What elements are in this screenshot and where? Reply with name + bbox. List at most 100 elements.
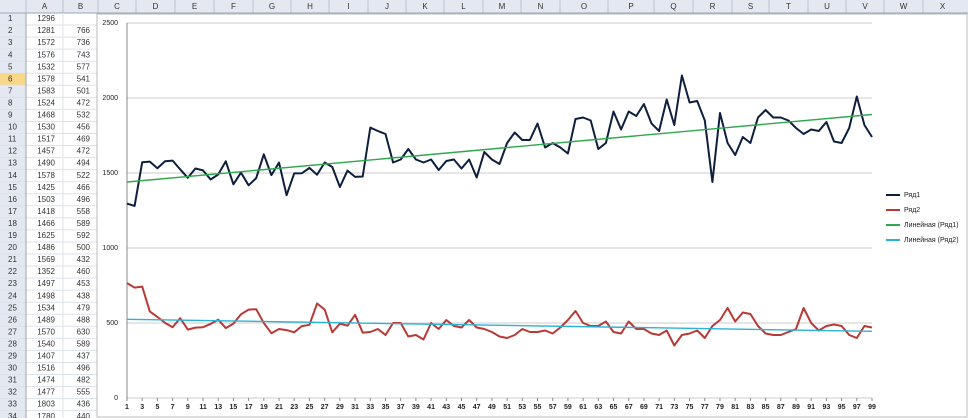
- cell-value[interactable]: 1407: [37, 352, 55, 361]
- row-number[interactable]: 27: [8, 327, 17, 336]
- row-number[interactable]: 7: [8, 86, 13, 95]
- row-number[interactable]: 5: [8, 62, 13, 71]
- column-header[interactable]: H: [307, 2, 313, 11]
- cell-value[interactable]: 1540: [37, 339, 55, 348]
- cell-value[interactable]: 630: [77, 327, 91, 336]
- cell-value[interactable]: 479: [77, 303, 91, 312]
- row-number[interactable]: 20: [8, 243, 17, 252]
- cell-value[interactable]: 1570: [37, 327, 55, 336]
- row-number[interactable]: 11: [8, 135, 17, 144]
- row-number[interactable]: 21: [8, 255, 17, 264]
- cell-value[interactable]: 589: [77, 219, 91, 228]
- cell-value[interactable]: 1803: [37, 400, 55, 409]
- row-number[interactable]: 17: [8, 207, 17, 216]
- cell-value[interactable]: 1524: [37, 98, 55, 107]
- cell-value[interactable]: 436: [77, 400, 91, 409]
- cell-value[interactable]: 766: [77, 26, 91, 35]
- cell-value[interactable]: 500: [77, 243, 91, 252]
- column-header[interactable]: A: [42, 2, 48, 11]
- cell-value[interactable]: 577: [77, 62, 91, 71]
- cell-value[interactable]: 494: [77, 159, 91, 168]
- row-number[interactable]: 9: [8, 111, 13, 120]
- cell-value[interactable]: 472: [77, 98, 91, 107]
- column-header[interactable]: C: [114, 2, 120, 11]
- row-number[interactable]: 18: [8, 219, 17, 228]
- cell-value[interactable]: 1466: [37, 219, 55, 228]
- row-number[interactable]: 33: [8, 400, 17, 409]
- cell-value[interactable]: 1578: [37, 171, 55, 180]
- chart-area[interactable]: [96, 13, 968, 418]
- cell-value[interactable]: 501: [77, 86, 91, 95]
- row-number[interactable]: 30: [8, 364, 17, 373]
- row-number[interactable]: 19: [8, 231, 17, 240]
- cell-value[interactable]: 1457: [37, 147, 55, 156]
- cell-value[interactable]: 1532: [37, 62, 55, 71]
- column-header[interactable]: D: [153, 2, 159, 11]
- column-header[interactable]: X: [940, 2, 946, 11]
- cell-value[interactable]: 558: [77, 207, 91, 216]
- row-number[interactable]: 2: [8, 26, 13, 35]
- column-header[interactable]: M: [499, 2, 506, 11]
- cell-value[interactable]: 1503: [37, 195, 55, 204]
- row-number[interactable]: 3: [8, 38, 13, 47]
- column-header[interactable]: K: [422, 2, 428, 11]
- row-number[interactable]: 25: [8, 303, 17, 312]
- column-header[interactable]: L: [461, 2, 466, 11]
- cell-value[interactable]: 1576: [37, 50, 55, 59]
- column-header[interactable]: F: [231, 2, 236, 11]
- cell-value[interactable]: 555: [77, 388, 91, 397]
- row-number[interactable]: 8: [8, 98, 13, 107]
- cell-value[interactable]: 1425: [37, 183, 55, 192]
- cell-value[interactable]: 482: [77, 376, 91, 385]
- row-number[interactable]: 23: [8, 279, 17, 288]
- column-header[interactable]: W: [900, 2, 908, 11]
- cell-value[interactable]: 1578: [37, 74, 55, 83]
- cell-value[interactable]: 456: [77, 123, 91, 132]
- cell-value[interactable]: 1477: [37, 388, 55, 397]
- row-number[interactable]: 24: [8, 291, 17, 300]
- row-number[interactable]: 4: [8, 50, 13, 59]
- cell-value[interactable]: 1517: [37, 135, 55, 144]
- cell-value[interactable]: 1534: [37, 303, 55, 312]
- row-number[interactable]: 14: [8, 171, 17, 180]
- column-header[interactable]: G: [269, 2, 275, 11]
- cell-value[interactable]: 1418: [37, 207, 55, 216]
- column-header[interactable]: E: [192, 2, 197, 11]
- cell-value[interactable]: 1468: [37, 111, 55, 120]
- cell-value[interactable]: 592: [77, 231, 91, 240]
- cell-value[interactable]: 1352: [37, 267, 55, 276]
- row-number[interactable]: 15: [8, 183, 17, 192]
- cell-value[interactable]: 1583: [37, 86, 55, 95]
- cell-value[interactable]: 466: [77, 183, 91, 192]
- cell-value[interactable]: 460: [77, 267, 91, 276]
- column-header[interactable]: B: [78, 2, 83, 11]
- cell-value[interactable]: 1486: [37, 243, 55, 252]
- cell-value[interactable]: 472: [77, 147, 91, 156]
- row-number[interactable]: 32: [8, 388, 17, 397]
- row-number[interactable]: 6: [8, 74, 13, 83]
- cell-value[interactable]: 541: [77, 74, 91, 83]
- cell-value[interactable]: 1474: [37, 376, 55, 385]
- column-header[interactable]: S: [748, 2, 753, 11]
- cell-value[interactable]: 496: [77, 195, 91, 204]
- column-header[interactable]: I: [347, 2, 349, 11]
- cell-value[interactable]: 589: [77, 339, 91, 348]
- row-number[interactable]: 16: [8, 195, 17, 204]
- cell-value[interactable]: 437: [77, 352, 91, 361]
- column-header[interactable]: V: [862, 2, 868, 11]
- cell-value[interactable]: 488: [77, 315, 91, 324]
- row-number[interactable]: 29: [8, 352, 17, 361]
- cell-value[interactable]: 522: [77, 171, 91, 180]
- column-header[interactable]: U: [824, 2, 830, 11]
- column-header[interactable]: R: [710, 2, 716, 11]
- row-number[interactable]: 10: [8, 123, 17, 132]
- row-number[interactable]: 31: [8, 376, 17, 385]
- column-header[interactable]: P: [628, 2, 633, 11]
- cell-value[interactable]: 1530: [37, 123, 55, 132]
- row-number[interactable]: 12: [8, 147, 17, 156]
- cell-value[interactable]: 532: [77, 111, 91, 120]
- cell-value[interactable]: 440: [77, 412, 91, 418]
- cell-value[interactable]: 496: [77, 364, 91, 373]
- row-number[interactable]: 13: [8, 159, 17, 168]
- cell-value[interactable]: 1625: [37, 231, 55, 240]
